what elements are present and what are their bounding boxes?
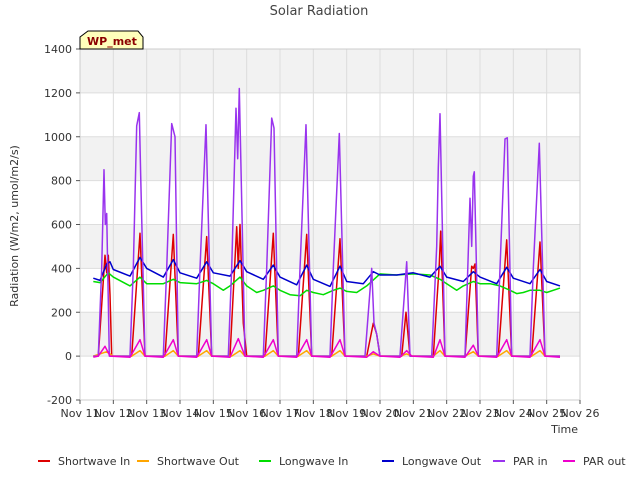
chart-title: Solar Radiation: [270, 4, 369, 19]
plot-band: [80, 49, 580, 93]
x-tick-label: Nov 26: [561, 407, 600, 420]
legend: Shortwave In Shortwave Out Longwave In Long…: [38, 455, 626, 468]
series-line-par-out: [93, 337, 561, 358]
x-tick-label: Nov 25: [527, 407, 566, 420]
y-tick-label: -200: [47, 394, 72, 407]
x-tick-label: Nov 22: [427, 407, 466, 420]
y-tick-label: 400: [51, 262, 72, 275]
legend-entry: Shortwave Out: [157, 455, 240, 468]
station-label-box: WP_met: [79, 30, 144, 50]
x-tick-label: Nov 13: [127, 407, 166, 420]
x-tick-label: Nov 11: [61, 407, 100, 420]
y-tick-label: 0: [65, 350, 72, 363]
series-layer: [93, 87, 561, 358]
plot-band: [80, 224, 580, 269]
legend-entry: Longwave In: [279, 455, 348, 468]
series-line-longwave-in: [93, 272, 561, 297]
x-tick-label: Nov 24: [494, 407, 533, 420]
y-tick-label: 1000: [44, 131, 72, 144]
x-tick-label: Nov 23: [461, 407, 500, 420]
plot-band: [80, 136, 580, 181]
legend-entry: PAR in: [513, 455, 548, 468]
x-tick-label: Nov 16: [227, 407, 266, 420]
x-tick-label: Nov 21: [394, 407, 433, 420]
x-tick-label: Nov 15: [194, 407, 233, 420]
x-tick-label: Nov 14: [161, 407, 200, 420]
y-tick-label: 200: [51, 306, 72, 319]
station-label: WP_met: [87, 35, 137, 48]
y-tick-label: 600: [51, 219, 72, 232]
x-tick-label: Nov 17: [261, 407, 300, 420]
x-tick-label: Nov 18: [294, 407, 333, 420]
legend-entry: PAR out: [583, 455, 626, 468]
y-axis-label: Radiation (W/m2, umol/m2/s): [8, 145, 21, 307]
x-tick-label: Nov 19: [327, 407, 366, 420]
y-tick-label: 1200: [44, 87, 72, 100]
y-tick-label: 1400: [44, 43, 72, 56]
series-line-par-in: [93, 87, 560, 357]
legend-entry: Longwave Out: [402, 455, 482, 468]
legend-entry: Shortwave In: [58, 455, 130, 468]
x-tick-label: Nov 12: [94, 407, 133, 420]
y-tick-label: 800: [51, 175, 72, 188]
x-axis-label: Time: [550, 423, 578, 436]
x-tick-label: Nov 20: [361, 407, 400, 420]
